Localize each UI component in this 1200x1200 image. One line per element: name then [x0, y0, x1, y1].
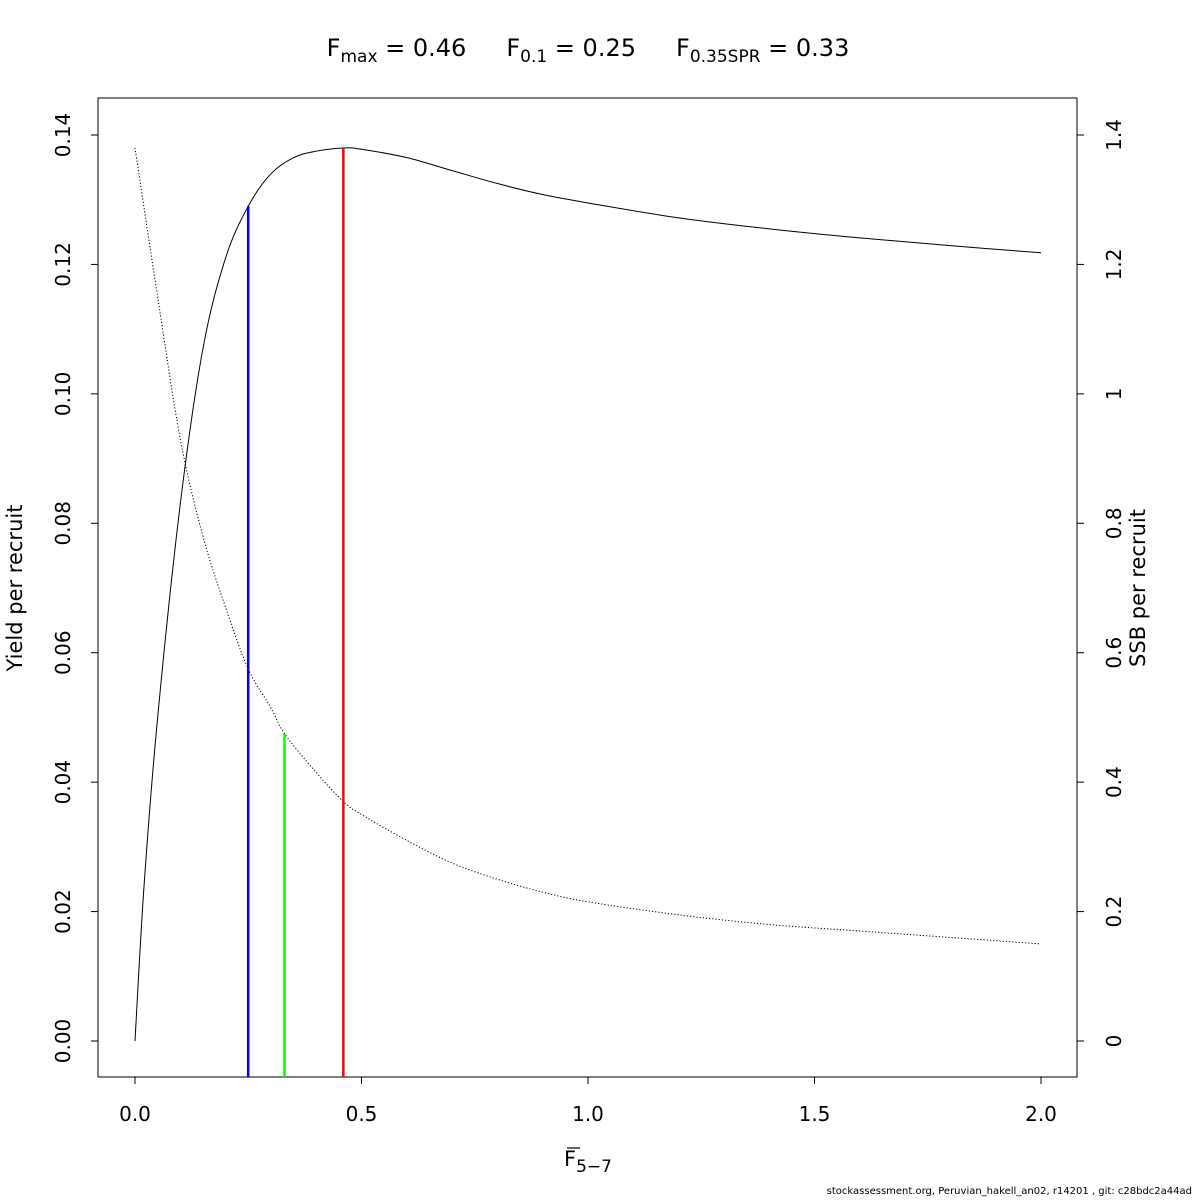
y2-tick-label: 1.4: [1102, 119, 1126, 151]
x-axis-symbol: F: [564, 1147, 576, 1171]
yield-per-recruit-curve: [134, 147, 1042, 1042]
x-tick-label: 2.0: [1025, 1102, 1057, 1126]
title-fmax-value: = 0.46: [378, 34, 467, 62]
plot-area: [134, 147, 1042, 1077]
axes: 0.0 0.5 1.0 1.5 2.0 0.00 0.02 0.04 0.06 0.08 0.10 0…: [51, 113, 1126, 1126]
y-tick-label: 0.12: [51, 242, 75, 287]
footer-note: stockassessment.org, Peruvian_hakell_an0…: [826, 1186, 1192, 1197]
y2-tick-label: 0: [1102, 1035, 1126, 1048]
title-fspr-subscript: 0.35SPR: [690, 47, 761, 67]
title-f01-symbol: F: [506, 34, 520, 62]
x-tick-label: 1.5: [799, 1102, 831, 1126]
y-tick-label: 0.10: [51, 372, 75, 417]
x-tick-label: 0.0: [119, 1102, 151, 1126]
y2-tick-label: 0.6: [1102, 637, 1126, 669]
chart-title: Fmax = 0.46 F0.1 = 0.25 F0.35SPR = 0.33: [327, 34, 850, 67]
y-tick-label: 0.02: [51, 889, 75, 934]
y2-tick-label: 1: [1102, 387, 1126, 400]
plot-frame: [97, 97, 1078, 1078]
y-tick-label: 0.04: [51, 760, 75, 805]
y2-axis-label: SSB per recruit: [1126, 509, 1150, 667]
x-tick-label: 1.0: [572, 1102, 604, 1126]
title-fspr-symbol: F: [676, 34, 690, 62]
y2-tick-label: 0.4: [1102, 766, 1126, 798]
y2-tick-label: 1.2: [1102, 249, 1126, 281]
y-tick-label: 0.06: [51, 630, 75, 675]
title-fmax-symbol: F: [327, 34, 341, 62]
title-fspr-value: = 0.33: [761, 34, 850, 62]
title-fmax-subscript: max: [340, 47, 377, 67]
y2-tick-label: 0.2: [1102, 896, 1126, 928]
y-tick-label: 0.08: [51, 501, 75, 546]
y2-tick-label: 0.8: [1102, 507, 1126, 539]
x-axis-label: F5−7: [564, 1147, 612, 1177]
x-axis-subscript: 5−7: [576, 1157, 612, 1177]
y-tick-label: 0.00: [51, 1019, 75, 1064]
x-tick-label: 0.5: [346, 1102, 378, 1126]
y-tick-label: 0.14: [51, 113, 75, 158]
title-f01-value: = 0.25: [547, 34, 636, 62]
title-f01-subscript: 0.1: [520, 47, 547, 67]
ssb-per-recruit-curve: [134, 147, 1042, 945]
y-axis-label: Yield per recruit: [3, 505, 27, 673]
